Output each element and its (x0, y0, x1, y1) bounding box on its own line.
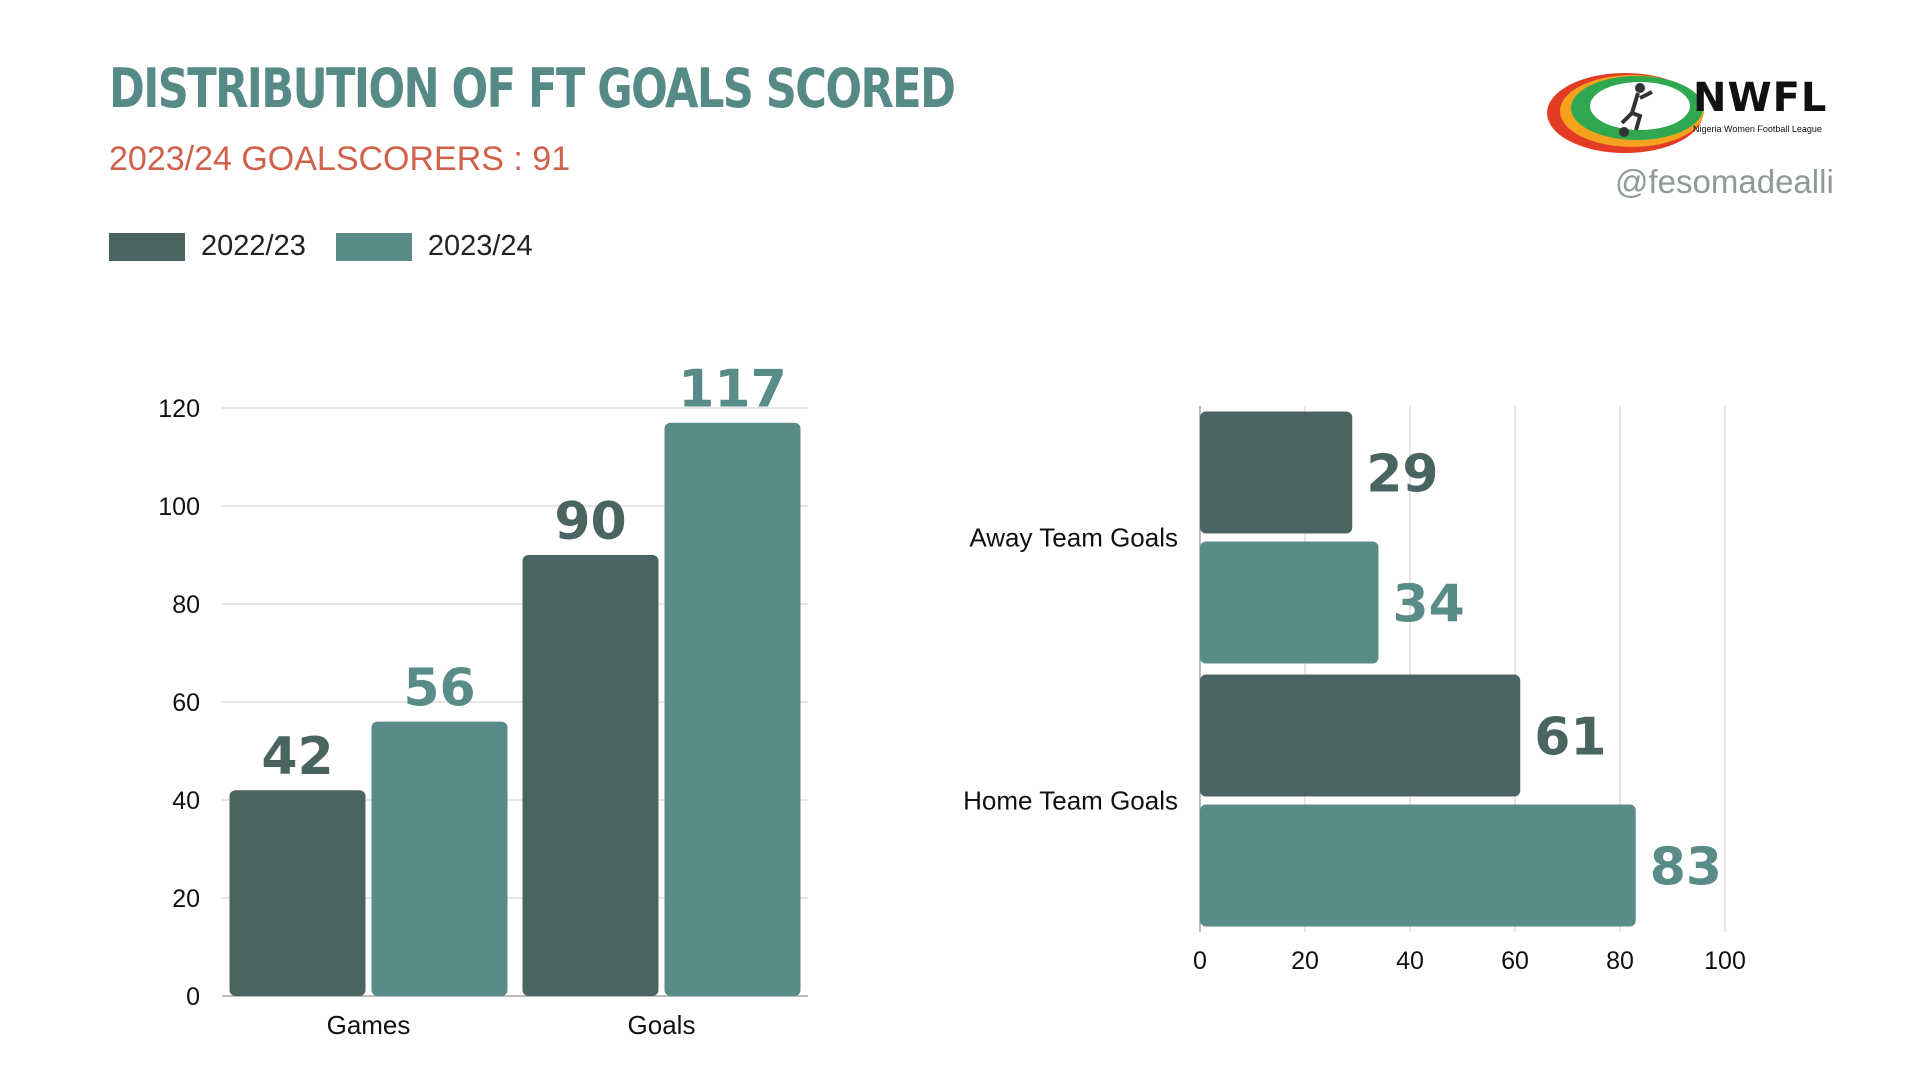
data-label-away-team-goals-2023-24: 34 (1393, 575, 1465, 635)
y-tick-label: 0 (186, 983, 200, 1011)
legend-swatch-2022-23 (109, 232, 185, 261)
chart-title: DISTRIBUTION OF FT GOALS SCORED (109, 57, 956, 120)
legend-item-2022-23: 2022/23 (109, 230, 306, 263)
data-label-games-2023-24: 56 (403, 659, 475, 719)
bar-goals-2023-24 (664, 422, 801, 996)
legend-item-2023-24: 2023/24 (335, 230, 533, 263)
x-tick-label: 0 (1193, 947, 1207, 975)
data-label-games-2022-23: 42 (261, 727, 333, 787)
bar-games-2023-24 (371, 721, 508, 996)
data-label-goals-2022-23: 90 (554, 492, 626, 552)
y-category-label: Home Team Goals (963, 786, 1178, 816)
bar-home-team-goals-2023-24 (1200, 804, 1636, 927)
y-tick-label: 60 (172, 689, 200, 717)
logo-tagline: Nigeria Women Football League (1693, 124, 1822, 134)
x-tick-label: 40 (1396, 947, 1424, 975)
y-tick-label: 20 (172, 885, 200, 913)
nwfl-logo-icon (1547, 73, 1704, 153)
legend: 2022/23 2023/24 (109, 230, 563, 263)
y-tick-label: 120 (158, 395, 200, 423)
legend-label-2023-24: 2023/24 (427, 230, 533, 262)
author-handle: @fesomadealli (1615, 163, 1834, 200)
data-label-home-team-goals-2022-23: 61 (1534, 708, 1606, 768)
data-label-home-team-goals-2023-24: 83 (1650, 838, 1722, 898)
x-category-label: Goals (628, 1010, 696, 1040)
x-tick-label: 80 (1606, 947, 1634, 975)
y-tick-label: 80 (172, 591, 200, 619)
x-tick-label: 100 (1704, 947, 1746, 975)
bar-games-2022-23 (229, 790, 366, 996)
chart-subtitle: 2023/24 GOALSCORERS : 91 (109, 140, 571, 178)
bar-goals-2022-23 (522, 555, 659, 996)
legend-swatch-2023-24 (335, 232, 412, 261)
y-category-label: Away Team Goals (969, 523, 1178, 553)
y-tick-label: 40 (172, 787, 200, 815)
bar-away-team-goals-2023-24 (1200, 541, 1379, 664)
x-tick-label: 20 (1291, 947, 1319, 975)
data-label-goals-2023-24: 117 (678, 360, 787, 420)
data-label-away-team-goals-2022-23: 29 (1366, 445, 1438, 505)
legend-label-2022-23: 2022/23 (201, 230, 306, 262)
logo-wordmark: NWFL (1693, 75, 1828, 121)
x-category-label: Games (327, 1010, 411, 1040)
bar-home-team-goals-2022-23 (1200, 674, 1521, 797)
bar-away-team-goals-2022-23 (1200, 411, 1353, 534)
x-tick-label: 60 (1501, 947, 1529, 975)
y-tick-label: 100 (158, 493, 200, 521)
